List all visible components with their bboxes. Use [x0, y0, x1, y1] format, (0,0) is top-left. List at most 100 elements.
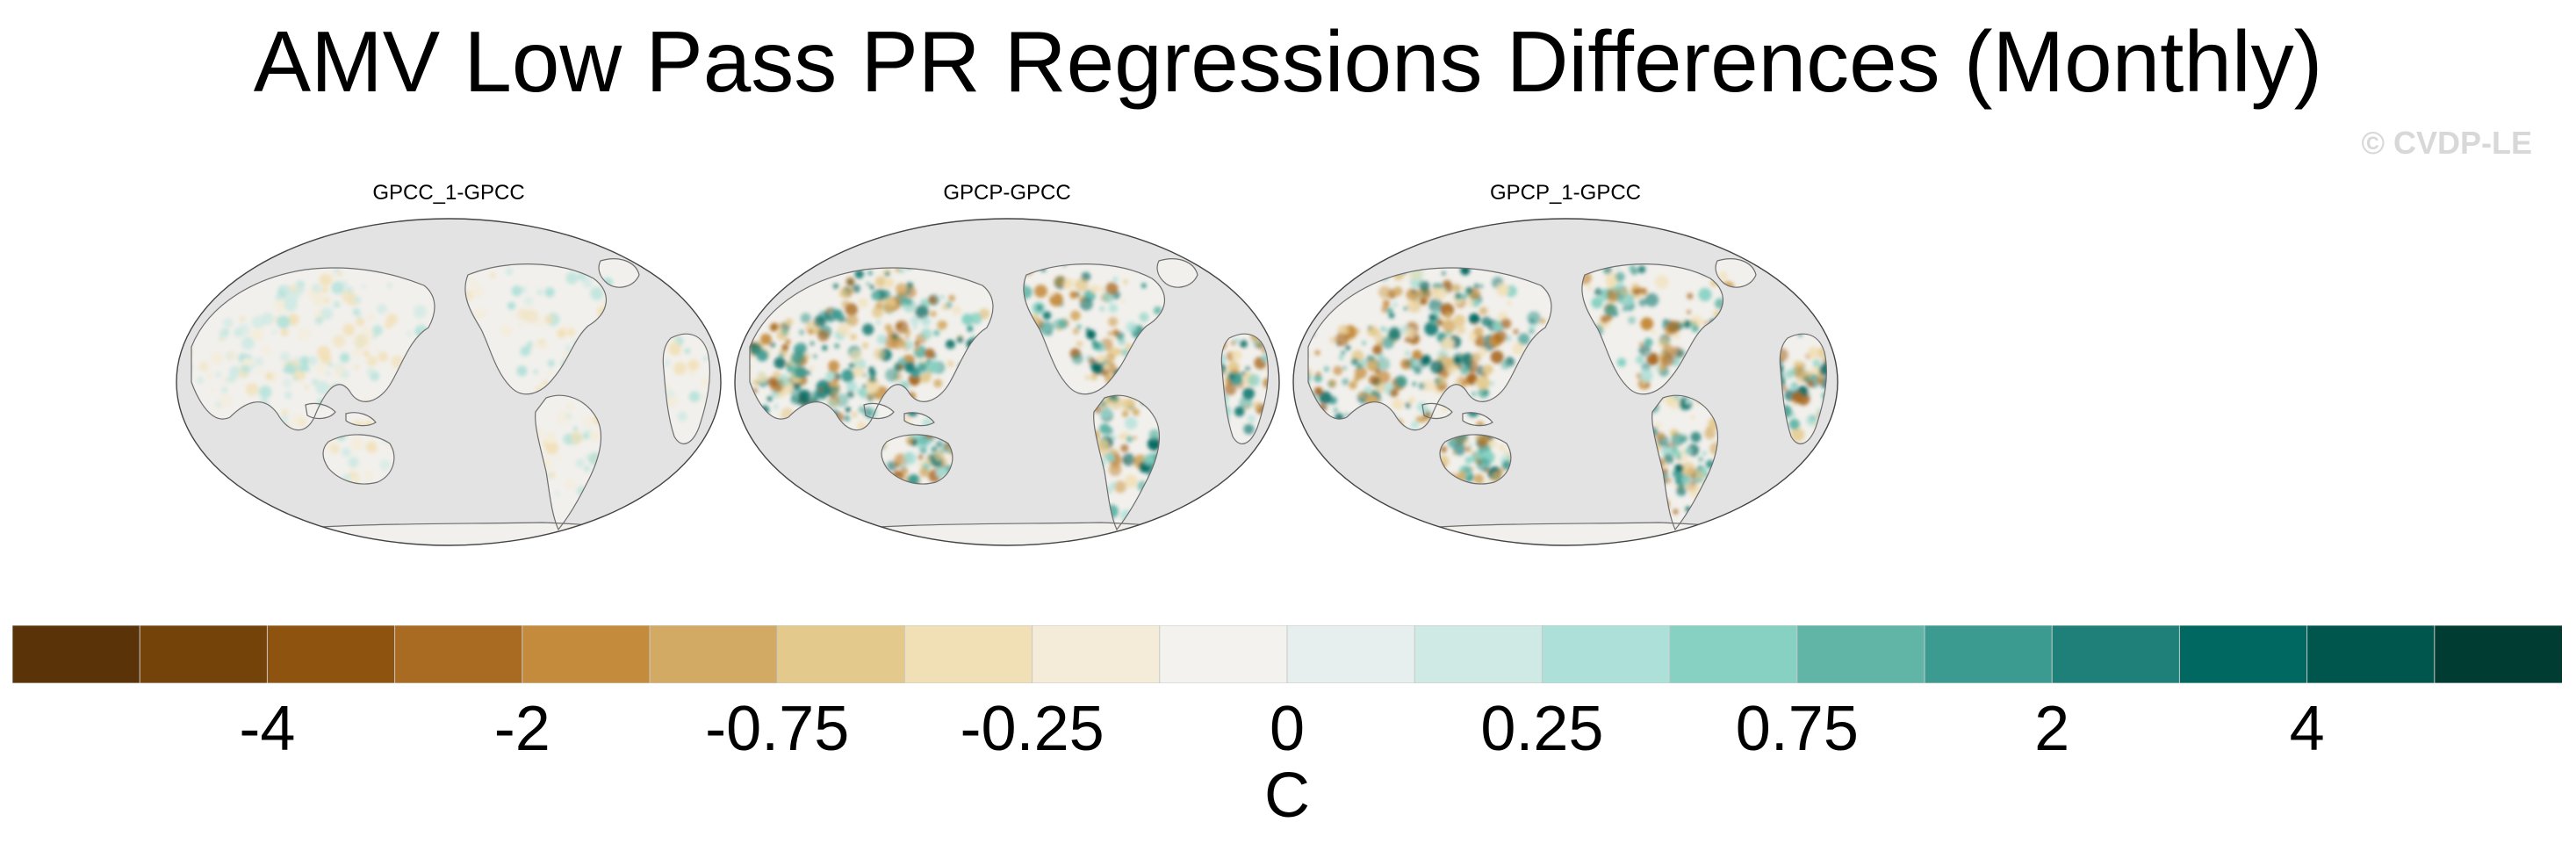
anomaly-cell: [862, 323, 874, 335]
anomaly-cell: [1122, 398, 1135, 411]
anomaly-cell: [1241, 371, 1246, 376]
anomaly-cell: [1452, 443, 1466, 456]
anomaly-cell: [227, 350, 238, 361]
anomaly-cell: [915, 305, 930, 320]
anomaly-cell: [1105, 452, 1115, 462]
anomaly-cell: [846, 390, 854, 399]
anomaly-cell: [1140, 283, 1147, 289]
anomaly-cell: [852, 284, 860, 293]
anomaly-cell: [884, 270, 890, 277]
anomaly-cell: [1471, 451, 1477, 456]
anomaly-cell: [281, 285, 291, 294]
coastline: [662, 333, 710, 444]
anomaly-cell: [1075, 278, 1089, 292]
anomaly-cell: [1121, 299, 1126, 304]
anomaly-cell: [910, 475, 917, 483]
anomaly-cell: [1142, 454, 1154, 465]
anomaly-cell: [903, 451, 917, 465]
anomaly-cell: [1405, 350, 1411, 357]
anomaly-cell: [1329, 336, 1337, 343]
anomaly-cell: [1691, 415, 1695, 420]
coastline: [1715, 258, 1757, 288]
anomaly-cell: [857, 387, 866, 397]
anomaly-cell: [834, 343, 840, 349]
anomaly-cell: [1356, 363, 1363, 369]
anomaly-cell: [280, 352, 291, 362]
anomaly-cell: [1338, 355, 1344, 360]
anomaly-cell: [879, 279, 885, 285]
anomaly-cell: [1407, 299, 1415, 307]
anomaly-cell: [876, 320, 881, 325]
anomaly-cell: [1424, 321, 1439, 336]
anomaly-cell: [1465, 286, 1473, 294]
anomaly-cell: [467, 277, 477, 286]
anomaly-cell: [1529, 323, 1536, 330]
globe-outline: [176, 218, 722, 546]
anomaly-cell: [1655, 431, 1665, 442]
anomaly-cell: [1394, 375, 1407, 388]
colorbar-bin-14: [1796, 625, 1926, 683]
colorbar-bin-12: [1541, 625, 1671, 683]
colorbar-tick-label: 2: [2034, 694, 2070, 764]
anomaly-cell: [1639, 369, 1653, 383]
anomaly-cell: [1079, 297, 1093, 311]
map-panel-gpcp1: GPCP_1-GPCC: [1291, 180, 1840, 549]
anomaly-cell: [1663, 344, 1673, 356]
anomaly-cell: [1349, 381, 1357, 390]
coastline: [881, 434, 953, 485]
anomaly-cell: [1112, 277, 1119, 283]
anomaly-cell: [917, 454, 924, 460]
anomaly-cell: [573, 426, 578, 431]
anomaly-cell: [1616, 357, 1627, 367]
anomaly-cell: [832, 309, 843, 321]
anomaly-cell: [1110, 481, 1117, 488]
anomaly-cell: [333, 300, 341, 308]
anomaly-cell: [575, 458, 585, 468]
anomaly-cell: [212, 405, 216, 409]
coastline: [903, 412, 935, 427]
anomaly-cell: [1413, 359, 1419, 365]
anomaly-cell: [1683, 320, 1692, 328]
anomaly-cell: [936, 466, 948, 479]
anomaly-cell: [363, 350, 370, 357]
anomaly-cell: [1436, 283, 1443, 289]
anomaly-cell: [1148, 429, 1161, 441]
anomaly-cell: [862, 384, 867, 389]
anomaly-cell: [914, 345, 920, 352]
anomaly-cell: [1623, 295, 1635, 307]
anomaly-cell: [832, 377, 838, 383]
land-mass: [1157, 258, 1198, 288]
colorbar-tick-label: -0.75: [705, 694, 850, 764]
anomaly-cell: [798, 389, 811, 403]
anomaly-cell: [948, 294, 955, 302]
anomaly-cell: [365, 441, 378, 453]
anomaly-cell: [876, 334, 887, 345]
anomaly-cell: [1116, 331, 1125, 341]
anomaly-cell: [406, 330, 413, 336]
anomaly-cell: [507, 301, 515, 310]
anomaly-cell: [386, 283, 392, 289]
anomaly-cell: [1234, 406, 1245, 417]
anomaly-cell: [903, 299, 917, 313]
anomaly-cell: [254, 357, 264, 366]
anomaly-cell: [1812, 359, 1821, 368]
anomaly-cell: [719, 345, 723, 358]
colorbar-bin-13: [1669, 625, 1798, 683]
anomaly-cell: [1465, 298, 1475, 307]
anomaly-cell: [1685, 398, 1692, 405]
anomaly-cell: [1527, 311, 1541, 325]
anomaly-cell: [1475, 335, 1488, 348]
anomaly-cell: [1252, 400, 1263, 411]
anomaly-cell: [1090, 285, 1099, 293]
anomaly-cell: [872, 307, 883, 318]
anomaly-cell: [1054, 276, 1066, 287]
anomaly-cell: [1085, 328, 1090, 332]
anomaly-cell: [756, 349, 769, 362]
anomaly-cell: [1315, 371, 1321, 377]
anomaly-cell: [1034, 285, 1047, 299]
anomaly-cell: [1477, 347, 1487, 357]
anomaly-cell: [1376, 357, 1391, 371]
anomaly-cell: [1479, 284, 1484, 289]
anomaly-cell: [223, 318, 234, 328]
anomaly-cell: [227, 373, 237, 383]
